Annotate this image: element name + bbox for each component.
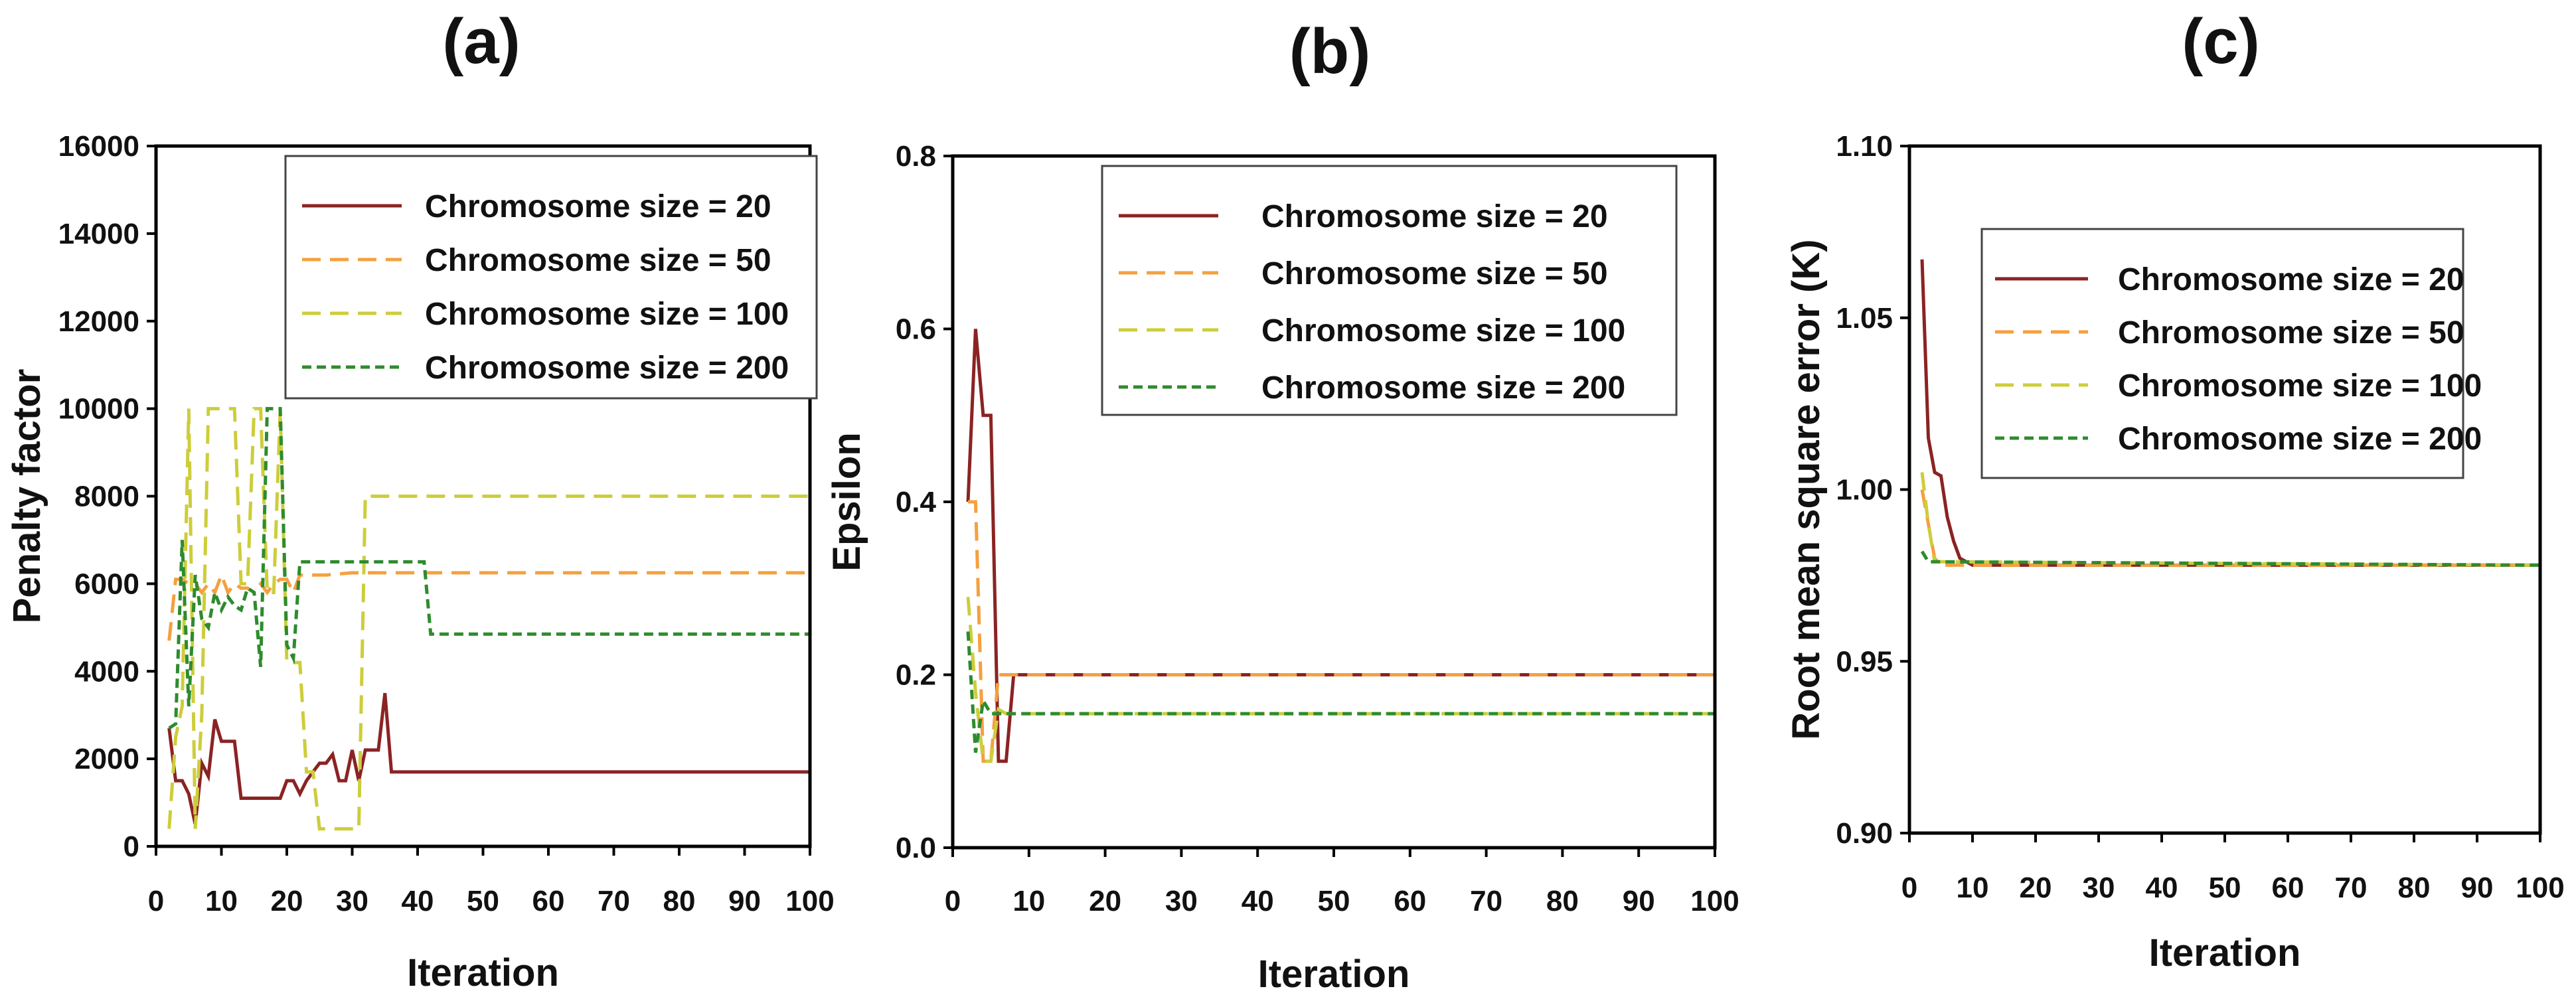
legend-box xyxy=(284,155,818,400)
legend-entry: Chromosome size = 200 xyxy=(1261,370,1625,406)
y-tick-label: 6000 xyxy=(74,568,139,600)
x-tick-label: 40 xyxy=(1242,885,1274,917)
x-tick-label: 0 xyxy=(148,885,164,917)
legend-entry: Chromosome size = 200 xyxy=(2118,422,2482,457)
y-tick-label: 4000 xyxy=(74,655,139,688)
x-tick-label: 90 xyxy=(728,885,761,917)
x-tick-label: 80 xyxy=(2398,872,2431,904)
y-tick-label: 0.90 xyxy=(1836,817,1893,850)
x-tick-label: 90 xyxy=(2461,872,2494,904)
series-line-chromosome-size-50 xyxy=(968,500,1715,763)
x-tick-label: 80 xyxy=(663,885,696,917)
y-tick-label: 0.4 xyxy=(896,486,937,518)
y-axis-title: Epsilon xyxy=(825,432,868,571)
x-tick-label: 20 xyxy=(2020,872,2052,904)
x-tick-label: 50 xyxy=(2209,872,2241,904)
x-tick-label: 20 xyxy=(271,885,303,917)
series-line-chromosome-size-50 xyxy=(1920,489,2540,567)
panel-label: (c) xyxy=(2182,6,2259,77)
legend-entry: Chromosome size = 100 xyxy=(425,297,789,332)
x-tick-label: 100 xyxy=(2516,872,2564,904)
y-tick-label: 0.6 xyxy=(896,313,936,346)
x-tick-label: 40 xyxy=(402,885,434,917)
chart-0: (a) 0 10 20 30 40 50 60 70 80 90 100 0 2000 4000 6000 80… xyxy=(5,6,835,994)
series-line-chromosome-size-200 xyxy=(1920,550,2541,567)
x-tick-label: 60 xyxy=(532,885,565,917)
y-tick-label: 10000 xyxy=(58,393,139,426)
x-axis-title: Iteration xyxy=(1258,953,1410,996)
x-tick-label: 30 xyxy=(2083,872,2115,904)
x-tick-label: 70 xyxy=(598,885,630,917)
x-tick-label: 10 xyxy=(1957,872,1989,904)
x-tick-label: 30 xyxy=(1165,885,1198,917)
y-tick-label: 0.0 xyxy=(896,832,936,864)
y-tick-label: 0.2 xyxy=(896,659,936,692)
x-tick-label: 10 xyxy=(1012,885,1045,917)
series-line-chromosome-size-20 xyxy=(966,329,1715,763)
chart-2: (c) 0 10 20 30 40 50 60 70 80 90 100 0.90 0.95 1.00 1.0… xyxy=(1785,6,2565,974)
legend-entry: Chromosome size = 100 xyxy=(2118,368,2482,404)
series-line-chromosome-size-20 xyxy=(167,692,810,825)
x-tick-label: 10 xyxy=(205,885,238,917)
x-tick-label: 60 xyxy=(2272,872,2304,904)
series-line-chromosome-size-200 xyxy=(168,407,810,730)
y-tick-label: 1.05 xyxy=(1836,302,1893,335)
x-tick-label: 50 xyxy=(1318,885,1350,917)
y-axis-title: Root mean square error (K) xyxy=(1785,239,1828,739)
x-tick-label: 0 xyxy=(1901,872,1917,904)
y-axis-title: Penalty factor xyxy=(5,369,48,624)
series-line-chromosome-size-100 xyxy=(167,407,810,831)
x-tick-label: 100 xyxy=(785,885,834,917)
y-tick-label: 8000 xyxy=(74,481,139,513)
x-tick-label: 80 xyxy=(1546,885,1579,917)
series-line-chromosome-size-200 xyxy=(966,631,1715,753)
legend-entry: Chromosome size = 200 xyxy=(425,350,789,386)
y-tick-label: 0.8 xyxy=(896,140,936,173)
plot-frame xyxy=(154,144,812,848)
x-tick-label: 70 xyxy=(1470,885,1502,917)
legend-entry: Chromosome size = 50 xyxy=(2118,315,2464,350)
legend-entry: Chromosome size = 50 xyxy=(425,243,771,278)
y-tick-label: 12000 xyxy=(58,305,139,338)
legend-entry: Chromosome size = 100 xyxy=(1261,313,1625,349)
y-tick-label: 1.10 xyxy=(1836,130,1893,163)
y-tick-label: 1.00 xyxy=(1836,474,1893,506)
series-line-chromosome-size-100 xyxy=(966,597,1715,763)
chart-1: (b) 0 10 20 30 40 50 60 70 80 90 100 0.0 0.2 0.4 0.6 0.8… xyxy=(825,16,1739,996)
y-tick-label: 2000 xyxy=(74,743,139,775)
y-tick-label: 14000 xyxy=(58,218,139,250)
x-tick-label: 20 xyxy=(1089,885,1121,917)
x-tick-label: 0 xyxy=(945,885,961,917)
panel-label: (b) xyxy=(1289,16,1371,87)
plot-frame xyxy=(951,154,1717,850)
panel-label: (a) xyxy=(442,6,520,77)
x-tick-label: 70 xyxy=(2335,872,2368,904)
legend-entry: Chromosome size = 20 xyxy=(1261,199,1608,234)
x-axis-title: Iteration xyxy=(407,951,559,994)
legend-entry: Chromosome size = 20 xyxy=(425,189,771,224)
x-tick-label: 100 xyxy=(1690,885,1739,917)
legend-box xyxy=(1101,165,1678,416)
y-tick-label: 0 xyxy=(123,830,139,863)
y-tick-label: 16000 xyxy=(58,130,139,163)
x-axis-title: Iteration xyxy=(2149,931,2301,974)
x-tick-label: 60 xyxy=(1394,885,1426,917)
x-tick-label: 30 xyxy=(336,885,368,917)
series-line-chromosome-size-100 xyxy=(1920,472,2541,567)
x-tick-label: 40 xyxy=(2146,872,2178,904)
x-tick-label: 90 xyxy=(1623,885,1655,917)
y-tick-label: 0.95 xyxy=(1836,645,1893,678)
plot-frame xyxy=(1907,144,2542,835)
legend-entry: Chromosome size = 50 xyxy=(1261,256,1608,291)
legend-entry: Chromosome size = 20 xyxy=(2118,262,2464,297)
x-tick-label: 50 xyxy=(467,885,499,917)
